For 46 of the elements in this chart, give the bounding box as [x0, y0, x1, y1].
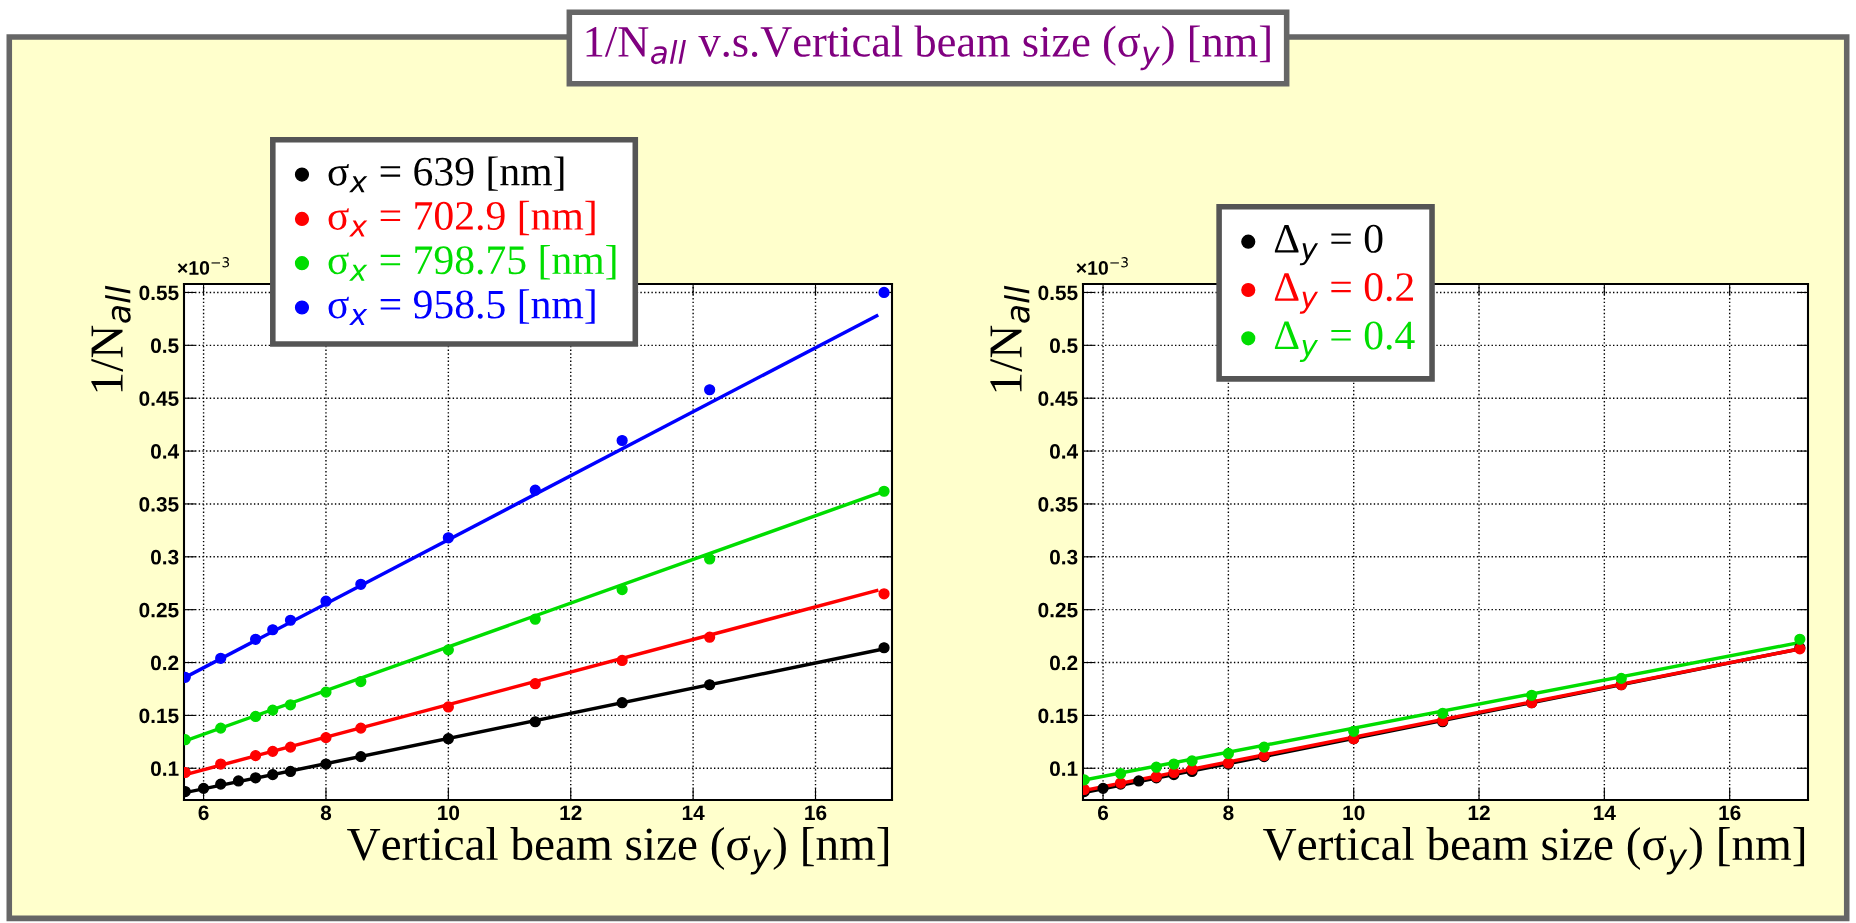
y-tick-label: 0.15	[1038, 708, 1078, 724]
legend-label: Δ$_{y}$ = 0.2	[1274, 273, 1413, 314]
x-tick-label: 16	[1719, 805, 1741, 821]
x-tick-label: 8	[320, 805, 332, 821]
x-tick-label: 12	[1468, 805, 1490, 820]
x-axis-title: Vertical beam size (σ$_{y}$) [nm]	[1263, 827, 1805, 875]
y-tick-label: 0.25	[139, 602, 179, 618]
y-tick-label: 0.1	[151, 761, 179, 777]
text: ×10$^{−3}$	[177, 257, 230, 275]
x-tick-label: 6	[1098, 805, 1109, 821]
y-tick-label: 0.3	[1050, 549, 1078, 565]
x-tick-label: 8	[1223, 805, 1234, 821]
y-tick-label: 0.4	[151, 444, 180, 459]
legend-label: σ$_{x}$ = 702.9 [nm]	[328, 200, 595, 237]
legend-label: Δ$_{y}$ = 0	[1274, 224, 1383, 266]
y-tick-label: 0.15	[139, 708, 179, 724]
y-tick-label: 0.55	[139, 285, 179, 301]
y-tick-label: 0.2	[151, 655, 179, 671]
legend-label: σ$_{x}$ = 798.75 [nm]	[328, 244, 616, 281]
x-tick-label: 6	[198, 805, 209, 821]
y-tick-label: 0.25	[1038, 602, 1078, 618]
y-tick-label: 0.3	[151, 549, 179, 565]
text: ×10$^{−3}$	[1076, 257, 1128, 275]
x-axis-title: Vertical beam size (σ$_{y}$) [nm]	[347, 827, 889, 875]
y-tick-label: 0.5	[151, 338, 179, 354]
y-tick-label: 0.5	[1050, 338, 1078, 354]
y-tick-label: 0.4	[1050, 444, 1079, 459]
y-tick-label: 0.35	[1038, 496, 1078, 512]
chart-title: 1/N$_{all}$ v.s.Vertical beam size (σ$_{y}$) [nm]	[586, 25, 1270, 71]
y-tick-label: 0.2	[1050, 655, 1078, 671]
legend-label: σ$_{x}$ = 958.5 [nm]	[328, 289, 595, 325]
x-tick-label: 12	[560, 805, 582, 820]
y-axis-title: 1/N$_{all}$	[990, 285, 1030, 392]
y-tick-label: 0.35	[139, 496, 179, 512]
legend-label: σ$_{x}$ = 639 [nm]	[328, 156, 564, 193]
y-tick-label: 0.1	[1050, 761, 1078, 777]
y-axis-title: 1/N$_{all}$	[91, 285, 131, 392]
x-tick-label: 14	[682, 805, 705, 820]
y-tick-label: 0.55	[1038, 285, 1078, 301]
x-tick-label: 14	[1594, 805, 1616, 820]
y-tick-label: 0.45	[1038, 391, 1078, 406]
x-tick-label: 10	[1343, 805, 1365, 821]
legend-label: Δ$_{y}$ = 0.4	[1274, 321, 1415, 362]
y-tick-label: 0.45	[139, 391, 179, 406]
x-tick-label: 16	[805, 805, 827, 821]
x-tick-label: 10	[438, 805, 460, 821]
